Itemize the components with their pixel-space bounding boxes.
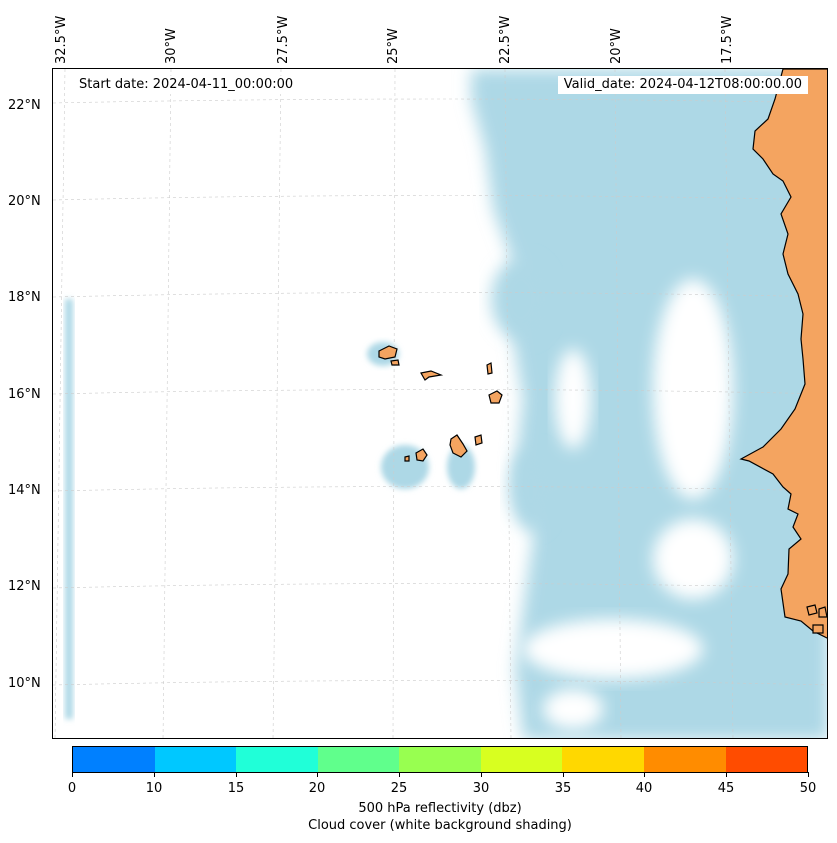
graticule — [53, 69, 827, 738]
clear-gap — [523, 619, 703, 679]
colorbar-tick-label: 0 — [67, 781, 77, 796]
map-panel[interactable] — [52, 68, 828, 739]
clear-gap — [543, 689, 603, 729]
meridian-25w — [392, 69, 396, 738]
lon-label-22-5w: 22.5°W — [498, 15, 513, 64]
boa-vista-island — [488, 390, 503, 404]
colorbar-tick — [72, 772, 73, 777]
clear-gap — [653, 519, 733, 599]
colorbar-segment-1 — [154, 747, 237, 772]
meridian-32-5w — [54, 69, 66, 738]
colorbar-segment-2 — [236, 747, 318, 772]
colorbar-tick — [154, 772, 155, 777]
colorbar-segment-4 — [399, 747, 481, 772]
parallel-18n — [53, 292, 827, 298]
colorbar-tick-label: 30 — [472, 781, 490, 796]
lon-label-25w: 25°W — [386, 28, 401, 64]
start-date-label: Start date: 2024-04-11_00:00:00 — [73, 76, 300, 94]
lon-label-27-5w: 27.5°W — [276, 15, 291, 64]
lon-label-20w: 20°W — [609, 28, 624, 64]
lat-label-10n: 10°N — [8, 676, 41, 691]
sal-island — [486, 362, 493, 375]
colorbar-tick — [236, 772, 237, 777]
colorbar-segment-8 — [725, 747, 808, 772]
parallel-22n — [53, 98, 827, 104]
colorbar-label: 500 hPa reflectivity (dbz) — [358, 801, 522, 816]
lat-label-12n: 12°N — [8, 579, 41, 594]
brava-island — [404, 455, 410, 462]
cloud-patch — [491, 259, 551, 339]
cloud-patch — [509, 449, 553, 529]
colorbar — [72, 746, 808, 773]
parallel-16n — [53, 389, 827, 395]
colorbar-tick — [644, 772, 645, 777]
colorbar-segment-3 — [317, 747, 400, 772]
meridian-17-5w — [724, 69, 734, 738]
lat-label-18n: 18°N — [8, 290, 41, 305]
colorbar-tick-label: 45 — [717, 781, 735, 796]
lon-label-30w: 30°W — [164, 28, 179, 64]
meridian-30w — [162, 69, 172, 738]
lat-label-22n: 22°N — [8, 98, 41, 113]
colorbar-tick — [563, 772, 564, 777]
colorbar-tick — [726, 772, 727, 777]
parallel-14n — [53, 486, 827, 492]
colorbar-tick-label: 40 — [635, 781, 653, 796]
cloud-patch — [447, 445, 475, 489]
lat-label-20n: 20°N — [8, 194, 41, 209]
bijagos-island — [806, 604, 818, 616]
cloud-strip — [65, 299, 73, 719]
meridian-27-5w — [272, 69, 282, 738]
meridian-22-5w — [504, 69, 512, 738]
parallel-20n — [53, 195, 827, 201]
colorbar-segment-5 — [480, 747, 563, 772]
colorbar-segment-7 — [643, 747, 726, 772]
colorbar-tick-label: 35 — [554, 781, 572, 796]
lon-label-17-5w: 17.5°W — [720, 15, 735, 64]
parallel-12n — [53, 583, 827, 589]
sao-vicente-island — [390, 359, 400, 366]
santo-antao-island — [378, 345, 398, 360]
lat-label-14n: 14°N — [8, 483, 41, 498]
clear-gap — [653, 279, 733, 499]
fogo-island — [415, 448, 428, 462]
parallel-10n — [53, 680, 827, 686]
colorbar-tick — [399, 772, 400, 777]
colorbar-tick — [481, 772, 482, 777]
colorbar-segment-0 — [73, 747, 155, 772]
africa-mainland — [739, 69, 827, 639]
colorbar-tick-label: 15 — [227, 781, 245, 796]
lat-label-16n: 16°N — [8, 387, 41, 402]
clear-gap — [555, 349, 591, 449]
colorbar-segment-6 — [562, 747, 644, 772]
colorbar-tick-label: 50 — [799, 781, 817, 796]
colorbar-tick — [317, 772, 318, 777]
colorbar-sublabel: Cloud cover (white background shading) — [308, 818, 572, 833]
lon-label-32-5w: 32.5°W — [54, 15, 69, 64]
santiago-island — [449, 434, 468, 458]
land-layer — [378, 69, 827, 639]
map-canvas — [53, 69, 827, 738]
maio-island — [474, 434, 483, 446]
valid-date-label: Valid_date: 2024-04-12T08:00:00.00 — [557, 76, 808, 94]
cloud-cover-mass — [471, 69, 827, 738]
meridian-20w — [614, 69, 622, 738]
colorbar-tick — [808, 772, 809, 777]
bijagos-island — [818, 606, 827, 618]
clear-sky-layer — [523, 279, 733, 729]
bijagos-island — [812, 624, 824, 634]
sao-nicolau-island — [420, 370, 444, 381]
colorbar-tick-label: 10 — [145, 781, 163, 796]
colorbar-tick-label: 20 — [308, 781, 326, 796]
colorbar-tick-label: 25 — [390, 781, 408, 796]
